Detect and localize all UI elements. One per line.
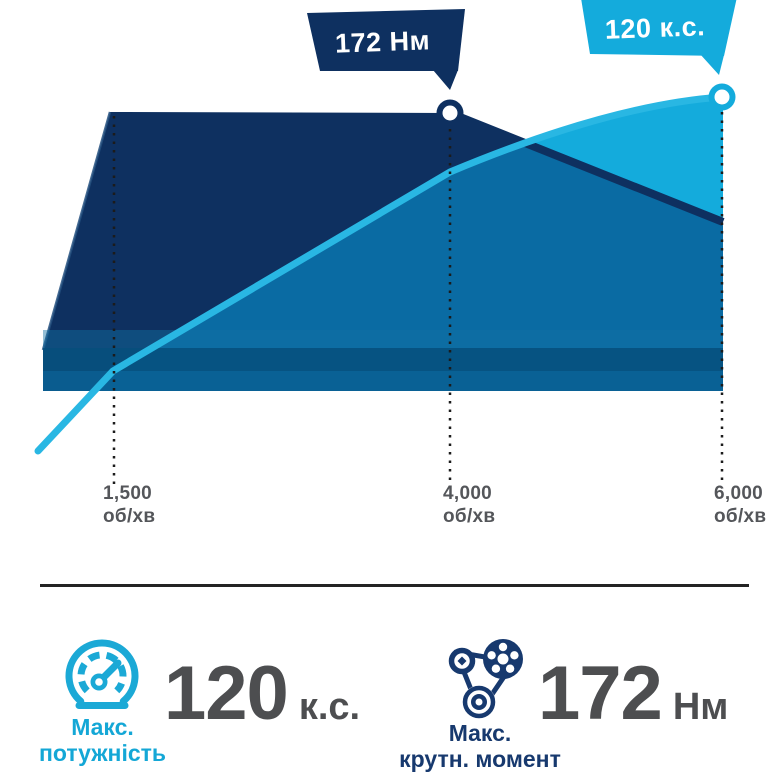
divider xyxy=(40,584,749,587)
tick-unit: об/хв xyxy=(103,506,156,527)
power-peak-marker xyxy=(708,83,736,111)
axis-tick-6000: 6,000 об/хв xyxy=(714,482,766,528)
speedometer-icon xyxy=(65,639,139,709)
torque-area-left-edge-highlight xyxy=(41,111,112,351)
torque-callout-shape xyxy=(307,9,465,90)
power-torque-chart xyxy=(34,0,737,484)
torque-callout-label: 172 Нм xyxy=(334,24,431,59)
power-label-line1: Макс. xyxy=(71,714,134,740)
tick-unit: об/хв xyxy=(714,506,767,527)
base-band-light xyxy=(43,330,723,348)
torque-decline-edge xyxy=(448,109,725,226)
power-area xyxy=(94,97,723,391)
tick-value: 4,000 xyxy=(443,483,493,504)
torque-stat-value: 172 Нм xyxy=(538,656,728,732)
torque-value: 172 xyxy=(538,651,663,736)
power-callout-label: 120 к.с. xyxy=(604,10,706,45)
engine-belt-icon xyxy=(448,639,523,719)
power-value: 120 xyxy=(164,651,289,736)
base-band-dark xyxy=(43,348,723,371)
power-stat-label: Макс. потужність xyxy=(25,714,180,766)
power-label-line2: потужність xyxy=(38,740,167,766)
torque-peak-marker xyxy=(436,99,464,127)
torque-stat-label: Макс. крутн. момент xyxy=(385,720,575,772)
torque-label-line2: крутн. момент xyxy=(399,746,561,772)
tick-unit: об/хв xyxy=(443,506,496,527)
axis-tick-1500: 1,500 об/хв xyxy=(103,482,155,528)
base-band-mid xyxy=(43,371,723,391)
torque-unit: Нм xyxy=(672,686,729,728)
power-callout-shape xyxy=(581,0,737,75)
tick-value: 1,500 xyxy=(103,483,153,504)
power-stat-value: 120 к.с. xyxy=(164,656,360,732)
power-unit: к.с. xyxy=(298,686,361,728)
axis-tick-4000: 4,000 об/хв xyxy=(443,482,495,528)
torque-label-line1: Макс. xyxy=(448,720,512,746)
power-line xyxy=(34,93,726,455)
tick-value: 6,000 xyxy=(714,483,764,504)
